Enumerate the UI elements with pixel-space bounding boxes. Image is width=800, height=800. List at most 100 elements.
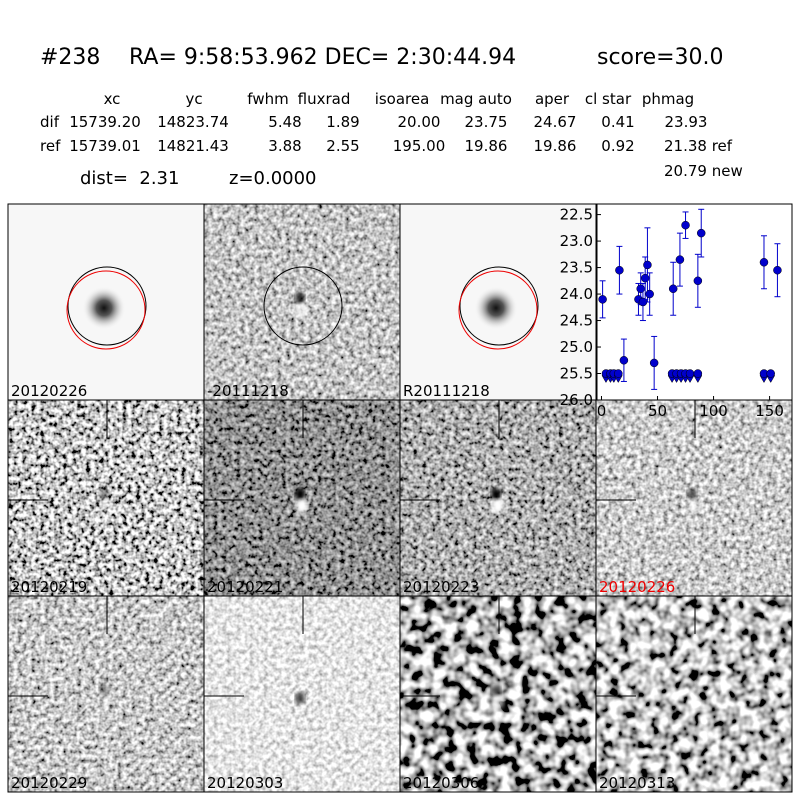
point xyxy=(675,255,685,264)
table-cell: 19.86 xyxy=(534,137,577,155)
panel-label: 20120226 xyxy=(11,382,87,400)
table-cell: 19.86 xyxy=(465,137,508,155)
point xyxy=(615,265,624,275)
table-cell: 5.48 xyxy=(268,113,301,131)
panel-border xyxy=(595,595,793,793)
y-tick-label: 23.0 xyxy=(560,232,593,250)
table-cell: 23.93 xyxy=(665,113,708,131)
score: score=30.0 xyxy=(597,45,724,70)
x-tick-label: 150 xyxy=(755,402,784,420)
column-header: aper xyxy=(535,90,570,108)
dark-spot xyxy=(295,488,305,500)
source xyxy=(82,286,126,330)
plot-area xyxy=(596,203,793,401)
point xyxy=(759,258,769,267)
y-tick-label: 26.0 xyxy=(560,391,593,409)
bright-spot xyxy=(100,499,112,513)
point xyxy=(668,284,678,294)
panel-label: R20111218 xyxy=(403,382,490,400)
image-panel: R20111218 xyxy=(399,203,597,401)
column-header: yc xyxy=(185,90,202,108)
aperture xyxy=(67,266,147,346)
y-tick-label: 24.0 xyxy=(560,285,593,303)
table-cell: 15739.01 xyxy=(69,137,141,155)
dark-spot xyxy=(491,684,501,696)
source xyxy=(474,286,518,330)
x-tick-label: 0 xyxy=(597,402,607,420)
x-tick-label: 100 xyxy=(699,402,728,420)
panel-label: 20120226 xyxy=(599,578,675,596)
bright-spot xyxy=(688,499,700,513)
panel-label: 20120223 xyxy=(403,578,479,596)
aperture-ref xyxy=(66,270,146,350)
bright-spot xyxy=(100,695,112,709)
point xyxy=(773,265,782,275)
y-tick-label: 25.0 xyxy=(560,338,593,356)
aperture xyxy=(263,266,343,346)
point xyxy=(636,284,645,294)
image-panel: 20120303 xyxy=(203,595,401,793)
point xyxy=(614,369,623,378)
point xyxy=(649,358,659,368)
dark-spot xyxy=(99,488,109,500)
point xyxy=(696,228,706,238)
y-tick-label: 25.5 xyxy=(560,365,593,383)
table-cell: 14821.43 xyxy=(157,137,229,155)
point xyxy=(766,369,775,378)
x-tick-label: 50 xyxy=(648,402,667,420)
table-cell: 20.00 xyxy=(398,113,441,131)
bright-spot xyxy=(296,303,308,317)
column-header: mag auto xyxy=(440,90,512,108)
column-header: cl star xyxy=(585,90,632,108)
point xyxy=(645,289,654,299)
table-cell: 21.38 ref xyxy=(664,137,733,155)
dist: dist= 2.31 xyxy=(80,168,179,189)
column-header: fluxrad xyxy=(298,90,351,108)
image-panel: 20120313 xyxy=(595,595,793,793)
dark-spot xyxy=(687,488,697,500)
dark-spot xyxy=(99,684,109,696)
table-cell: 195.00 xyxy=(393,137,446,155)
panel-label: 20120221 xyxy=(207,578,283,596)
row-label: dif xyxy=(40,113,60,131)
column-header: xc xyxy=(104,90,121,108)
table-cell: 24.67 xyxy=(534,113,577,131)
table-cell: 3.88 xyxy=(268,137,301,155)
y-tick-label: 24.5 xyxy=(560,312,593,330)
point xyxy=(681,220,690,230)
point xyxy=(643,260,652,270)
table-cell: 14823.74 xyxy=(157,113,229,131)
image-panel: 20120226 xyxy=(595,399,793,597)
bright-spot xyxy=(492,499,504,513)
aperture-ref xyxy=(458,270,538,350)
table-cell: 1.89 xyxy=(326,113,359,131)
table-cell: 15739.20 xyxy=(69,113,141,131)
panel-label: 20120219 xyxy=(11,578,87,596)
table-extra: 20.79 new xyxy=(664,162,743,180)
image xyxy=(596,596,792,792)
dark-spot xyxy=(295,292,305,304)
table-cell: 2.55 xyxy=(326,137,359,155)
point xyxy=(619,356,629,365)
image-panel: 20120306 xyxy=(399,595,597,793)
panel-label: -20111218 xyxy=(207,382,289,400)
table-cell: 23.75 xyxy=(465,113,508,131)
column-header: phmag xyxy=(642,90,694,108)
point xyxy=(598,295,607,304)
point xyxy=(685,369,695,378)
coordinates: RA= 9:58:53.962 DEC= 2:30:44.94 xyxy=(129,45,516,70)
column-header: isoarea xyxy=(375,90,430,108)
row-label: ref xyxy=(40,137,61,155)
point xyxy=(640,273,650,283)
point xyxy=(693,276,703,286)
dark-spot xyxy=(491,488,501,500)
dark-spot xyxy=(295,692,305,704)
y-tick-label: 22.5 xyxy=(560,206,593,224)
image-panel: 20120226 xyxy=(7,203,205,401)
image-panel: 20120229 xyxy=(7,595,205,793)
bright-spot xyxy=(296,499,308,513)
table-cell: 0.92 xyxy=(601,137,634,155)
aperture xyxy=(459,266,539,346)
panel-label: 20120303 xyxy=(207,774,283,792)
